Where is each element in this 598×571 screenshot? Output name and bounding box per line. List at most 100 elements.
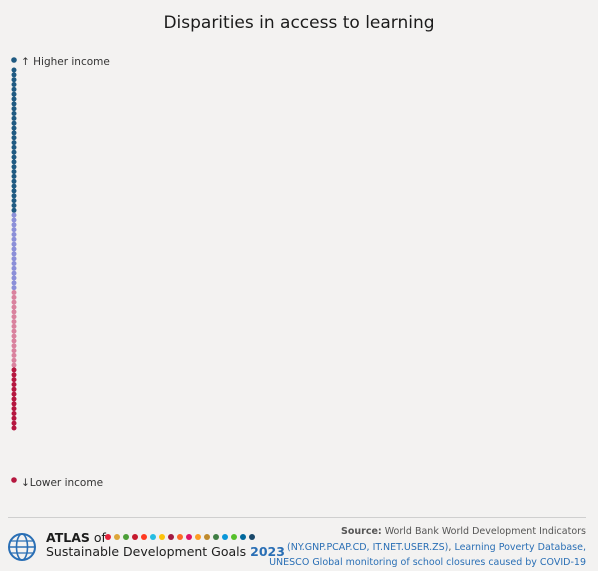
sdg-dot	[249, 534, 255, 540]
country-dot-lower-middle-income[interactable]	[11, 333, 17, 339]
country-dot-lower-middle-income[interactable]	[11, 309, 17, 315]
country-dot-upper-middle-income[interactable]	[11, 246, 17, 252]
extreme-dot-higher-income[interactable]	[11, 57, 17, 63]
country-dot-higher-income[interactable]	[11, 135, 17, 141]
country-dot-higher-income[interactable]	[11, 173, 17, 179]
sdg-dot	[123, 534, 129, 540]
country-dot-upper-middle-income[interactable]	[11, 256, 17, 262]
country-dot-upper-middle-income[interactable]	[11, 227, 17, 233]
country-dot-low-income[interactable]	[11, 377, 17, 383]
country-dot-higher-income[interactable]	[11, 72, 17, 78]
country-dot-higher-income[interactable]	[11, 164, 17, 170]
chart-title: Disparities in access to learning	[163, 13, 435, 33]
source-link-indicators[interactable]: (NY.GNP.PCAP.CD, IT.NET.USER.ZS)	[287, 541, 449, 553]
country-dot-higher-income[interactable]	[11, 125, 17, 131]
country-dot-higher-income[interactable]	[11, 169, 17, 175]
country-dot-lower-middle-income[interactable]	[11, 323, 17, 329]
country-dot-higher-income[interactable]	[11, 96, 17, 102]
country-dot-higher-income[interactable]	[11, 91, 17, 97]
country-dot-higher-income[interactable]	[11, 198, 17, 204]
sdg-dot	[159, 534, 165, 540]
country-dot-low-income[interactable]	[11, 367, 17, 373]
country-dot-upper-middle-income[interactable]	[11, 251, 17, 257]
sdg-dot	[105, 534, 111, 540]
country-dot-higher-income[interactable]	[11, 82, 17, 87]
country-dot-low-income[interactable]	[11, 386, 17, 392]
sdg-dot	[132, 534, 138, 540]
country-dot-higher-income[interactable]	[11, 154, 17, 160]
sdg-dot	[150, 534, 156, 540]
country-dot-higher-income[interactable]	[11, 86, 17, 92]
sdg-dot	[195, 534, 201, 540]
country-dot-upper-middle-income[interactable]	[11, 280, 17, 286]
country-dot-low-income[interactable]	[11, 372, 17, 378]
country-dot-lower-middle-income[interactable]	[11, 319, 17, 325]
country-dot-upper-middle-income[interactable]	[11, 285, 17, 291]
country-dot-higher-income[interactable]	[11, 203, 17, 208]
country-dot-low-income[interactable]	[11, 396, 17, 402]
higher-income-label: ↑ Higher income	[21, 56, 110, 68]
country-dot-upper-middle-income[interactable]	[11, 275, 17, 281]
atlas-brand-line1: ATLAS of	[46, 530, 106, 545]
country-dot-higher-income[interactable]	[11, 130, 17, 136]
extreme-dot-low-income[interactable]	[11, 477, 17, 483]
country-dot-higher-income[interactable]	[11, 77, 17, 83]
country-dot-upper-middle-income[interactable]	[11, 270, 17, 276]
country-dot-lower-middle-income[interactable]	[11, 343, 17, 349]
country-dot-low-income[interactable]	[11, 391, 17, 397]
country-dot-upper-middle-income[interactable]	[11, 236, 17, 242]
country-dot-upper-middle-income[interactable]	[11, 265, 17, 271]
sdg-color-dots	[105, 534, 255, 540]
country-dot-low-income[interactable]	[11, 415, 17, 421]
country-dot-higher-income[interactable]	[11, 140, 17, 146]
country-dot-lower-middle-income[interactable]	[11, 348, 17, 354]
sdg-dot	[240, 534, 246, 540]
country-dot-low-income[interactable]	[11, 411, 17, 416]
country-dot-upper-middle-income[interactable]	[11, 222, 17, 228]
country-dot-lower-middle-income[interactable]	[11, 294, 17, 300]
country-dot-lower-middle-income[interactable]	[11, 352, 17, 358]
country-dot-low-income[interactable]	[11, 382, 17, 387]
country-dot-lower-middle-income[interactable]	[11, 290, 17, 295]
country-dot-higher-income[interactable]	[11, 101, 17, 107]
country-dot-upper-middle-income[interactable]	[11, 217, 17, 223]
country-dot-higher-income[interactable]	[11, 159, 17, 165]
footer-divider	[8, 517, 586, 518]
country-dot-higher-income[interactable]	[11, 193, 17, 199]
country-dot-upper-middle-income[interactable]	[11, 241, 17, 247]
country-dot-low-income[interactable]	[11, 401, 17, 407]
sdg-dot	[114, 534, 120, 540]
atlas-brand-line2: Sustainable Development Goals 2023	[46, 544, 285, 559]
country-dot-upper-middle-income[interactable]	[11, 232, 17, 237]
country-dot-low-income[interactable]	[11, 406, 17, 412]
country-dot-lower-middle-income[interactable]	[11, 338, 17, 344]
country-dot-higher-income[interactable]	[11, 149, 17, 155]
country-dot-higher-income[interactable]	[11, 207, 17, 213]
country-dot-higher-income[interactable]	[11, 67, 17, 73]
country-dot-lower-middle-income[interactable]	[11, 314, 17, 320]
country-dot-higher-income[interactable]	[11, 115, 17, 121]
sdg-dot	[141, 534, 147, 540]
country-dot-upper-middle-income[interactable]	[11, 212, 17, 218]
country-dot-higher-income[interactable]	[11, 144, 17, 150]
country-dot-lower-middle-income[interactable]	[11, 328, 17, 334]
country-dot-higher-income[interactable]	[11, 188, 17, 194]
country-dot-higher-income[interactable]	[11, 120, 17, 126]
country-dot-lower-middle-income[interactable]	[11, 357, 17, 363]
country-dot-low-income[interactable]	[11, 425, 17, 431]
country-dot-higher-income[interactable]	[11, 111, 17, 116]
source-link-learning-poverty[interactable]: Learning Poverty Database,	[454, 541, 586, 553]
country-dot-lower-middle-income[interactable]	[11, 299, 17, 305]
country-dot-higher-income[interactable]	[11, 178, 17, 184]
country-dot-lower-middle-income[interactable]	[11, 362, 17, 368]
source-link-unesco[interactable]: UNESCO Global monitoring of school closu…	[269, 557, 586, 568]
country-dot-higher-income[interactable]	[11, 183, 17, 189]
country-dot-lower-middle-income[interactable]	[11, 304, 17, 310]
country-dot-higher-income[interactable]	[11, 106, 17, 112]
sdg-dot	[222, 534, 228, 540]
country-dot-low-income[interactable]	[11, 420, 17, 426]
country-dot-upper-middle-income[interactable]	[11, 261, 17, 266]
sdg-dot	[177, 534, 183, 540]
globe-logo-icon	[8, 533, 36, 561]
sdg-dot	[168, 534, 174, 540]
